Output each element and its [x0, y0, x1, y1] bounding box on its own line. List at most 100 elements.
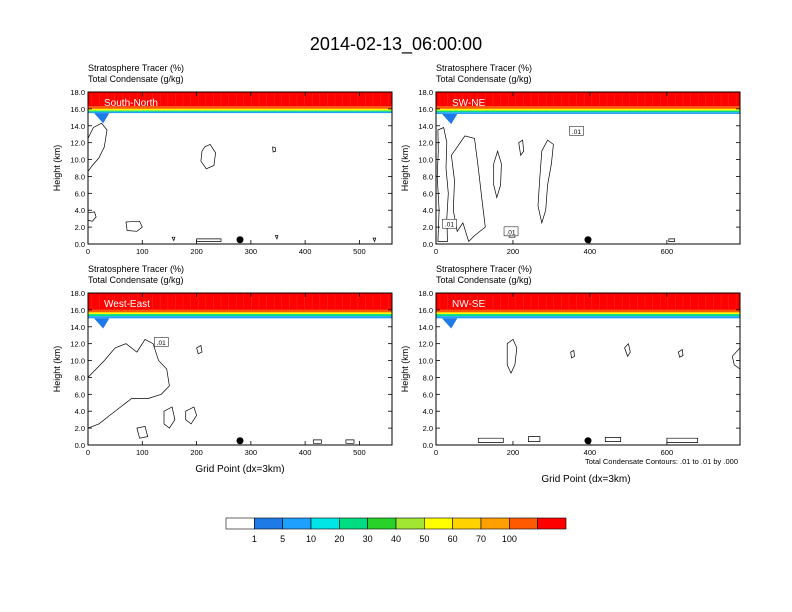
condensate-contour: [731, 347, 741, 370]
colorbar-label: 100: [502, 534, 517, 544]
x-tick-label: 100: [136, 247, 149, 256]
y-tick-label: 18.0: [70, 289, 85, 298]
colorbar-label: 5: [280, 534, 285, 544]
y-tick-label: 0.0: [423, 240, 433, 249]
tracer-band-70: [436, 309, 740, 313]
subtitle-tracer: Stratosphere Tracer (%): [436, 63, 532, 73]
x-tick-label: 300: [245, 247, 258, 256]
tracer-band-70: [436, 106, 740, 109]
y-tick-label: 18.0: [70, 88, 85, 97]
contour-footnote: Total Condensate Contours: .01 to .01 by…: [585, 457, 738, 466]
y-tick-label: 2.0: [423, 223, 433, 232]
tracer-band-20: [88, 110, 392, 112]
tracer-band-40: [436, 312, 740, 315]
contour-label-box: [569, 126, 584, 136]
condensate-contour: [604, 437, 622, 442]
y-tick-label: 12.0: [418, 340, 433, 349]
y-tick-label: 14.0: [70, 122, 85, 131]
contour-label: .01: [445, 222, 454, 229]
y-tick-label: 12.0: [70, 340, 85, 349]
colorbar-swatch: [310, 517, 340, 530]
tracer-band-20: [88, 314, 392, 317]
tracer-intrusion: [442, 318, 458, 329]
contour-label-box: [154, 337, 169, 347]
y-axis-label: Height (km): [400, 145, 410, 192]
x-tick-label: 400: [584, 448, 597, 457]
subtitle-tracer: Stratosphere Tracer (%): [88, 63, 184, 73]
condensate-contour: [624, 342, 631, 358]
tracer-band-100: [436, 92, 740, 107]
condensate-contour: [570, 349, 575, 359]
x-tick-label: 500: [353, 247, 366, 256]
y-tick-label: 2.0: [75, 424, 85, 433]
colorbar-swatch: [537, 517, 567, 530]
y-tick-label: 0.0: [75, 441, 85, 450]
x-tick-label: 400: [299, 247, 312, 256]
condensate-contour: [372, 237, 377, 243]
tracer-band-5: [88, 111, 392, 114]
y-tick-label: 6.0: [423, 390, 433, 399]
panel-nw-se: Stratosphere Tracer (%)Total Condensate …: [400, 264, 741, 457]
x-tick-label: 0: [86, 448, 90, 457]
y-tick-label: 16.0: [418, 105, 433, 114]
y-tick-label: 10.0: [418, 357, 433, 366]
contour-label: .01: [157, 340, 166, 347]
contour-label-box: [442, 218, 457, 229]
panel-label: SW-NE: [452, 98, 485, 109]
plot-frame: [87, 91, 393, 245]
colorbar-label: 10: [306, 534, 316, 544]
y-tick-label: 16.0: [70, 105, 85, 114]
y-axis-label: Height (km): [400, 346, 410, 393]
condensate-contour: [196, 344, 203, 355]
panel-south-north: Stratosphere Tracer (%)Total Condensate …: [52, 63, 393, 256]
y-tick-label: 6.0: [75, 189, 85, 198]
y-tick-label: 2.0: [75, 223, 85, 232]
panel-label: NW-SE: [452, 299, 485, 310]
colorbar-swatch: [225, 517, 255, 530]
condensate-contour: [171, 236, 176, 242]
y-tick-label: 0.0: [423, 441, 433, 450]
condensate-contour: [451, 135, 486, 243]
tracer-band-40: [88, 108, 392, 111]
colorbar-swatch: [282, 517, 312, 530]
subtitle-tracer: Stratosphere Tracer (%): [88, 264, 184, 274]
condensate-contour: [506, 338, 518, 375]
x-tick-label: 300: [245, 448, 258, 457]
y-tick-label: 4.0: [75, 407, 85, 416]
y-tick-label: 8.0: [75, 373, 85, 382]
condensate-contour: [274, 235, 279, 240]
y-tick-label: 0.0: [75, 240, 85, 249]
condensate-contour: [200, 143, 216, 170]
y-tick-label: 10.0: [70, 357, 85, 366]
plot-frame: [435, 292, 741, 446]
colorbar-label: 20: [334, 534, 344, 544]
tracer-band-20: [436, 314, 740, 317]
colorbar-swatch: [480, 517, 510, 530]
condensate-contour: [668, 238, 675, 242]
condensate-contour: [163, 406, 176, 429]
plot-frame: [435, 91, 741, 245]
y-tick-label: 18.0: [418, 88, 433, 97]
panel-west-east: Stratosphere Tracer (%)Total Condensate …: [52, 264, 393, 457]
colorbar-swatch: [424, 517, 453, 530]
x-tick-label: 400: [584, 247, 597, 256]
plot-frame: [87, 292, 393, 446]
x-tick-label: 100: [136, 448, 149, 457]
condensate-contour: [185, 406, 197, 425]
y-tick-label: 10.0: [70, 156, 85, 165]
colorbar-legend: 1 5 10 20 30 40 50 60 70 100: [225, 517, 567, 544]
chart-panels: Stratosphere Tracer (%)Total Condensate …: [52, 63, 741, 457]
colorbar-label: 70: [476, 534, 486, 544]
y-tick-label: 18.0: [418, 289, 433, 298]
contour-label: .01: [572, 129, 581, 136]
subtitle-condensate: Total Condensate (g/kg): [88, 74, 184, 84]
contour-label: .01: [507, 229, 516, 236]
x-tick-label: 0: [86, 247, 90, 256]
tracer-band-20: [436, 110, 740, 113]
panel-sw-ne: Stratosphere Tracer (%)Total Condensate …: [400, 63, 741, 256]
y-tick-label: 6.0: [423, 189, 433, 198]
x-tick-label: 500: [353, 448, 366, 457]
tracer-band-5: [436, 112, 740, 114]
condensate-contour: [666, 437, 699, 443]
x-tick-label: 600: [661, 247, 674, 256]
